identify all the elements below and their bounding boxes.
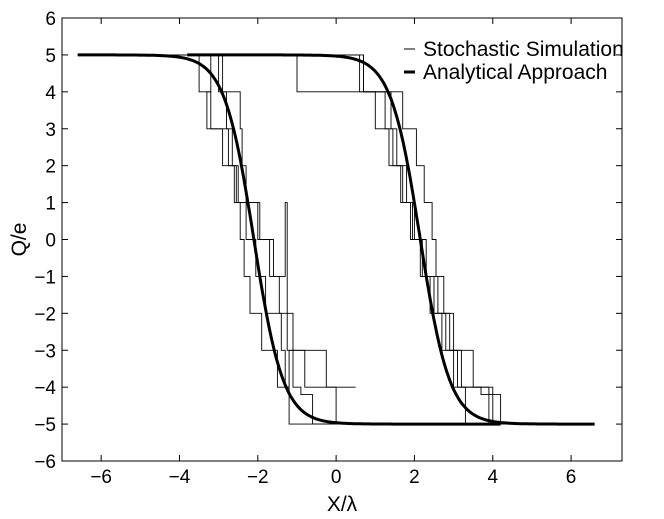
stochastic-branch-line (77, 54, 356, 425)
x-tick-label: 6 (566, 467, 577, 488)
legend-label-analytical: Analytical Approach (423, 61, 607, 84)
y-tick-label: −4 (34, 378, 56, 399)
legend-label-stochastic: Stochastic Simulation (423, 38, 624, 61)
y-tick-label: −6 (34, 452, 56, 473)
x-tick-label: 4 (487, 467, 498, 488)
y-tick-label: 5 (45, 46, 56, 67)
analytical-up-sweep-line (187, 53, 595, 426)
stochastic-branch-line (77, 54, 356, 388)
x-tick-label: −6 (90, 467, 112, 488)
y-tick-label: −3 (34, 341, 56, 362)
y-tick-label: 2 (45, 157, 56, 178)
analytical-approach-series (77, 53, 595, 426)
stochastic-branch-line (77, 54, 356, 425)
x-tick-label: 0 (331, 467, 342, 488)
y-tick-label: −1 (34, 267, 56, 288)
stochastic-branch-line (206, 54, 356, 425)
x-tick-label: 2 (409, 467, 420, 488)
stochastic-branch-line (363, 54, 595, 425)
y-tick-label: 1 (45, 194, 56, 215)
axis-ticks: −6 −4 −2 0 2 4 6 −6 −5 −4 −3 −2 −1 0 1 2 3 4 5 6 (34, 9, 622, 488)
y-tick-label: −5 (34, 415, 56, 436)
y-tick-label: 0 (45, 231, 56, 252)
stochastic-branch-line (324, 54, 595, 425)
x-tick-label: −4 (169, 467, 191, 488)
legend: Stochastic Simulation Analytical Approac… (404, 38, 624, 84)
y-tick-label: 6 (45, 9, 56, 30)
x-tick-label: −2 (247, 467, 269, 488)
y-tick-label: −2 (34, 304, 56, 325)
y-tick-label: 4 (45, 83, 56, 104)
stochastic-branch-line (324, 54, 595, 425)
y-tick-label: 3 (45, 120, 56, 141)
plot-area-frame (61, 17, 623, 462)
y-axis-label: Q/e (8, 223, 31, 257)
analytical-down-sweep-line (77, 53, 501, 426)
x-axis-label: X/λ (327, 493, 358, 516)
stochastic-simulation-series (77, 54, 595, 425)
